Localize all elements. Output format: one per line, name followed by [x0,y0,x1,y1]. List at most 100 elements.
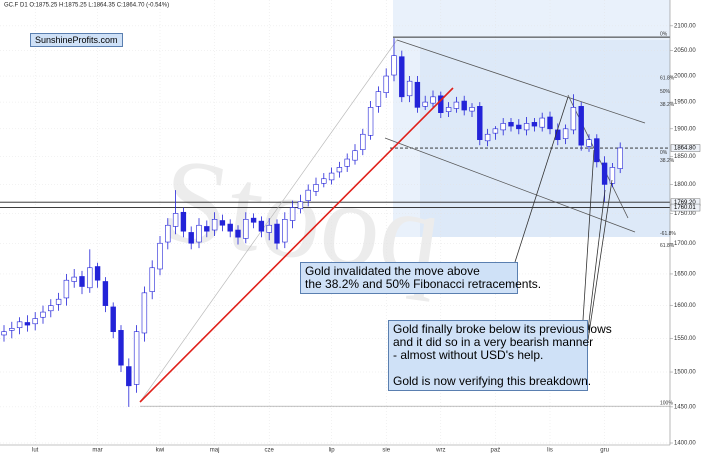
x-tick-label: lip [329,448,336,454]
y-tick-label: 2000.00 [674,74,696,80]
fib-label: 38.2% [660,158,675,164]
fib-zone-inner [420,40,670,237]
price-tag [670,203,701,212]
fib-label: 50% [660,89,671,95]
candle-body [492,128,499,134]
candle-body [430,96,436,104]
x-tick-label: maj [210,448,220,454]
candle-body [562,128,569,139]
candle-body [617,147,623,169]
candle-body [289,207,296,221]
candle-body [586,139,592,147]
candle-body [165,224,171,243]
candle-body [180,211,187,232]
y-tick-label: 1750.00 [674,211,696,217]
candle-body [422,101,428,107]
fib-label: 38.2% [660,102,675,108]
candle-body [188,232,194,244]
price-tag-label: 1864.80 [674,146,696,152]
y-tick-label: 1450.00 [674,404,696,410]
candle-body [48,305,54,312]
candle-body [477,106,483,141]
candle-body [219,220,226,226]
pointer [514,96,569,263]
y-tick-label: 2100.00 [674,23,696,29]
candle-body [453,101,460,109]
candle-body [235,229,241,238]
y-tick-label: 1850.00 [674,154,696,160]
fib-label: 100% [660,401,673,407]
x-tick-label: cze [265,448,275,454]
candle-body [328,172,335,181]
candle-body [63,279,70,299]
candle-body [547,116,553,130]
candle-body [102,281,109,306]
x-tick-label: lis [547,448,553,454]
candle-body [282,219,288,243]
candle-body [32,318,38,325]
y-tick-label: 1950.00 [674,100,696,106]
price-tag-label: 1769.20 [674,200,696,206]
candle-body [110,306,116,332]
candle-body [594,138,600,163]
candle-body [500,123,506,131]
candle-body [539,117,545,128]
fib-label: 0% [660,32,668,38]
y-tick-label: 1800.00 [674,182,696,188]
price-tag-label: 1760.01 [674,205,696,211]
candle-body [406,80,413,97]
candle-body [250,217,257,223]
x-tick-label: mar [92,448,102,454]
candle-body [360,133,366,150]
candle-body [1,331,7,336]
candle-body [133,331,140,385]
brand: SunshineProfits.com [35,35,118,45]
candle-body [305,189,311,201]
y-tick-label: 1600.00 [674,303,696,309]
y-tick-label: 1500.00 [674,370,696,376]
annotation-line: the 38.2% and 50% Fibonacci retracements… [305,277,542,291]
annotation-line: - almost without USD's help. [393,348,544,362]
candle-body [352,150,358,161]
x-tick-label: gru [600,448,609,454]
pointer [582,149,595,321]
candle-body [609,167,616,184]
fib-label: 0% [660,150,668,156]
candle-body [461,100,467,111]
candle-body [141,292,148,334]
x-tick-label: kwi [156,448,165,454]
y-tick-label: 1400.00 [674,441,696,447]
candle-body [344,158,350,167]
annotation-box: Gold finally broke below its previous lo… [388,320,612,391]
candle-body [149,267,155,292]
pointer [587,179,613,341]
candle-body [367,107,374,136]
candle-body [274,223,280,244]
candle-body [391,55,397,76]
pointer [587,189,606,331]
candle-body [321,178,327,184]
annotation-line: and it did so in a very bearish manner [393,335,594,349]
fib-label: -61.8% [660,231,676,237]
candle-body [9,328,15,331]
candle-body [508,122,514,127]
candle-body [204,226,210,232]
candle-body [516,124,522,130]
x-tick-label: wrz [435,448,445,454]
candle-body [414,81,421,108]
channel-line [396,39,646,124]
candle-body [578,106,584,146]
y-tick-label: 1700.00 [674,241,696,247]
candle-body [24,322,31,326]
x-tick-label: paź [491,448,501,454]
annotation-box: Gold invalidated the move above the 38.2%… [300,262,542,294]
candle-body [94,266,101,281]
candle-body [126,366,132,387]
x-tick-label: lut [32,448,39,454]
candle-body [258,220,265,232]
candle-body [157,242,163,270]
levels [0,36,670,407]
axes: 1400.00 1450.00 1500.00 1550.00 1600.00 1650.… [32,23,701,454]
annotation-line: Gold invalidated the move above [305,264,480,278]
